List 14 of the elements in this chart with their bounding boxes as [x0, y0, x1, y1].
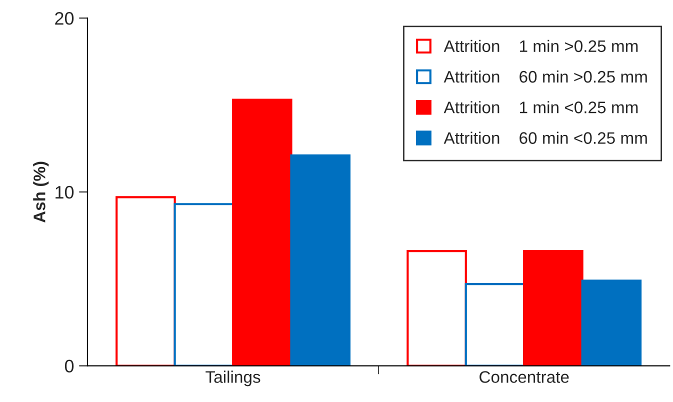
- legend-label: Attrition 60 min <0.25 mm: [444, 132, 647, 144]
- legend-label: Attrition 60 min >0.25 mm: [444, 70, 647, 83]
- bar: [290, 154, 350, 366]
- x-tick-label: Concentrate: [480, 371, 569, 383]
- y-tick-label: 10: [56, 186, 74, 199]
- bar: [523, 250, 584, 366]
- y-axis-title: Ash (%): [33, 162, 49, 223]
- x-tick-label: Tailings: [206, 370, 260, 386]
- bar: [581, 280, 642, 366]
- legend-label: Attrition 1 min <0.25 mm: [444, 101, 638, 114]
- y-tick-label: 0: [64, 360, 74, 373]
- bar: [232, 98, 292, 366]
- legend-label: Attrition 1 min >0.25 mm: [444, 40, 638, 52]
- y-tick-label: 20: [55, 12, 74, 25]
